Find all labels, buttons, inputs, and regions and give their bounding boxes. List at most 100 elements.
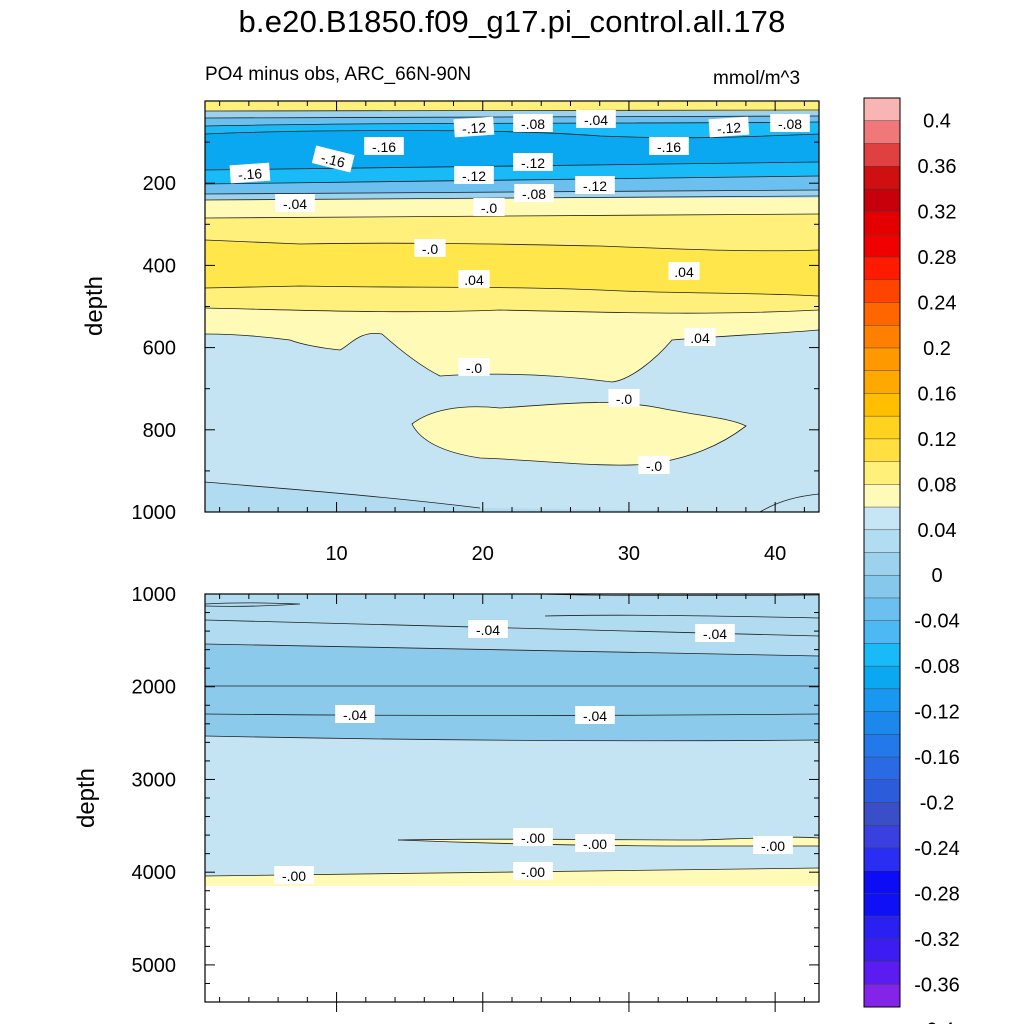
colorbar-swatch xyxy=(864,143,900,167)
colorbar-swatch xyxy=(864,370,900,394)
colorbar-swatch xyxy=(864,393,900,417)
colorbar-swatch xyxy=(864,688,900,712)
colorbar-label: 0.2 xyxy=(923,338,951,360)
colorbar-swatch xyxy=(864,734,900,758)
colorbar-swatch xyxy=(864,234,900,258)
colorbar-label: -0.08 xyxy=(914,656,960,678)
contour-label: -.04 xyxy=(575,706,615,724)
contour-label: .04 xyxy=(668,262,700,280)
contour-label-text: -.04 xyxy=(703,626,727,642)
colorbar-swatch xyxy=(864,347,900,372)
contour-label: -.12 xyxy=(575,176,615,194)
colorbar-swatch xyxy=(864,416,900,440)
contour-label: -.04 xyxy=(695,624,735,642)
colorbar-swatch xyxy=(864,711,900,735)
colorbar-swatch xyxy=(864,916,900,940)
lower-panel: -.04 -.04 -.04 -.04 -.00 -.00 -.00 -.00 -.00 100… xyxy=(73,584,820,1012)
colorbar: 0.4 0.36 0.32 0.28 0.24 0.2 0.16 0.12 0.08 0.04 0 -… xyxy=(863,97,960,1024)
colorbar-label: 0.4 xyxy=(923,111,951,133)
colorbar-swatch xyxy=(864,552,900,576)
contour-label: -.16 xyxy=(311,145,355,173)
colorbar-swatch xyxy=(864,325,900,349)
contour-label-text: -.00 xyxy=(282,868,306,884)
colorbar-swatch xyxy=(864,507,900,531)
lower-ylabel: depth xyxy=(73,768,100,828)
colorbar-label: -0.16 xyxy=(914,747,960,769)
contour-label: -.0 xyxy=(608,389,640,407)
colorbar-swatch xyxy=(864,779,900,803)
contour-label: -.00 xyxy=(513,862,553,880)
colorbar-swatch xyxy=(864,893,900,917)
colorbar-frame xyxy=(863,97,901,1008)
colorbar-swatch xyxy=(864,529,900,553)
contour-label-text: -.00 xyxy=(521,864,545,880)
colorbar-label: 0.28 xyxy=(918,247,957,269)
colorbar-label: 0.16 xyxy=(918,383,957,405)
contour-label-text: -.04 xyxy=(343,707,367,723)
lower-y-ticks: 1000 2000 3000 4000 5000 xyxy=(132,584,819,984)
colorbar-swatch xyxy=(864,484,900,508)
contour-label-text: -.12 xyxy=(521,155,545,171)
contour-label: -.08 xyxy=(770,114,810,132)
contour-label: .04 xyxy=(684,328,716,346)
upper-x-ticks: 10 20 30 40 xyxy=(219,101,805,565)
contour-label: -.16 xyxy=(229,162,271,184)
colorbar-label: -0.04 xyxy=(914,611,960,633)
y-tick-label: 2000 xyxy=(132,677,177,699)
colorbar-swatch xyxy=(864,666,900,690)
colorbar-label: -0.28 xyxy=(914,883,960,905)
x-tick-label: 10 xyxy=(325,543,347,565)
colorbar-swatch xyxy=(864,438,900,462)
y-tick-label: 4000 xyxy=(132,862,177,884)
colorbar-swatch xyxy=(864,166,900,190)
contour-label-text: -.16 xyxy=(319,149,346,170)
y-tick-label: 800 xyxy=(143,420,176,442)
colorbar-swatch xyxy=(864,757,900,781)
colorbar-swatch xyxy=(864,211,900,235)
contour-label-text: -.04 xyxy=(584,112,608,128)
contour-label-text: -.04 xyxy=(283,196,307,212)
y-tick-label: 5000 xyxy=(132,955,177,977)
contour-label-text: -.12 xyxy=(583,178,607,194)
colorbar-swatch xyxy=(864,188,900,213)
colorbar-swatch xyxy=(864,98,900,122)
y-tick-label: 3000 xyxy=(132,769,177,791)
pos-lens xyxy=(412,402,746,466)
contour-label-text: -.0 xyxy=(466,360,483,376)
contour-label: -.0 xyxy=(414,239,446,257)
contour-label-text: -.12 xyxy=(462,168,486,184)
contour-label-text: -.0 xyxy=(616,391,633,407)
upper-y-ticks: 200 400 600 800 1000 xyxy=(132,141,819,524)
contour-label-text: -.00 xyxy=(761,838,785,854)
units-label: mmol/m^3 xyxy=(713,68,801,89)
contour-label: -.08 xyxy=(513,114,553,132)
colorbar-label: -0.24 xyxy=(914,838,960,860)
colorbar-swatch xyxy=(864,984,900,1008)
contour-label-text: .04 xyxy=(464,272,484,288)
colorbar-label: 0 xyxy=(931,565,942,587)
colorbar-swatch xyxy=(864,279,900,303)
contour-label-text: -.08 xyxy=(522,186,546,202)
contour-label-text: .04 xyxy=(674,264,694,280)
lower-x-ticks xyxy=(219,594,805,1012)
contour-label-text: -.00 xyxy=(583,836,607,852)
colorbar-swatch xyxy=(864,802,900,826)
contour-label: -.00 xyxy=(753,836,793,854)
contour-label: -.04 xyxy=(576,110,616,128)
neg-004-bottom xyxy=(205,482,819,512)
contour-label: -.12 xyxy=(708,116,750,138)
contour-label-text: -.12 xyxy=(461,119,486,137)
contour-label-text: -.0 xyxy=(646,458,663,474)
contour-label: -.00 xyxy=(575,834,615,852)
contour-lines-lower xyxy=(205,594,819,877)
contour-label-text: -.04 xyxy=(583,708,607,724)
colorbar-label: 0.24 xyxy=(918,293,957,315)
contour-label: -.04 xyxy=(335,705,375,723)
colorbar-swatch xyxy=(864,257,900,281)
colorbar-swatch xyxy=(864,120,900,144)
pos-008-band xyxy=(205,240,819,296)
colorbar-label: 0.12 xyxy=(918,429,957,451)
contour-label-text: -.00 xyxy=(521,830,545,846)
contour-label: .04 xyxy=(458,270,490,288)
